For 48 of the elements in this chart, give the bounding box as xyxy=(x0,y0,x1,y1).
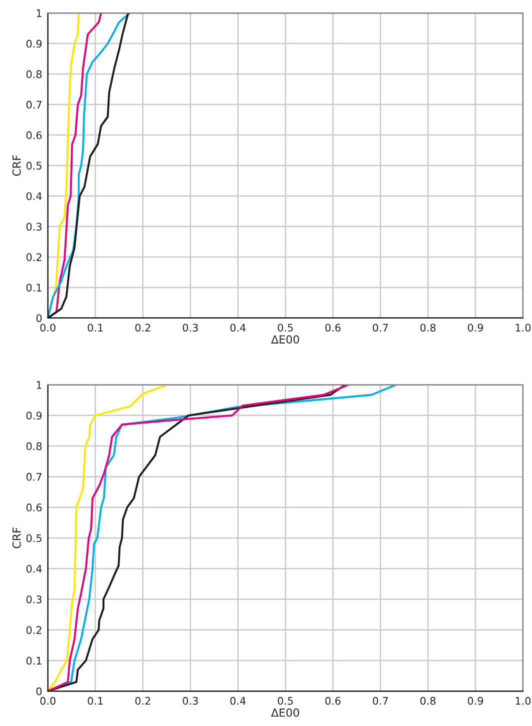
y-tick-label: 0.9 xyxy=(26,412,42,420)
y-axis-title: CRF xyxy=(12,155,21,176)
x-tick-label: 0.5 xyxy=(278,324,293,332)
y-tick-label: 0.2 xyxy=(26,626,42,634)
y-tick-label: 1 xyxy=(36,9,42,18)
x-tick-label: 0.6 xyxy=(325,696,341,705)
y-tick-label: 0.1 xyxy=(26,656,42,665)
y-tick-label: 0.4 xyxy=(26,192,42,200)
x-axis-title: ΔE00 xyxy=(271,335,300,344)
y-tick-label: 0.8 xyxy=(26,70,42,78)
x-tick-label: 0.9 xyxy=(468,324,483,332)
x-tick-label: 0.3 xyxy=(182,696,198,705)
y-tick-label: 0.6 xyxy=(26,504,42,512)
y-tick-label: 0.8 xyxy=(26,442,42,450)
y-tick-label: 0 xyxy=(36,314,42,322)
x-tick-label: 0.1 xyxy=(88,696,103,705)
y-tick-label: 0.7 xyxy=(26,472,42,481)
y-tick-label: 0.2 xyxy=(26,253,42,262)
y-tick-label: 0.9 xyxy=(26,40,42,48)
y-tick-label: 0.4 xyxy=(26,564,42,573)
x-tick-label: 0.0 xyxy=(40,696,56,705)
x-tick-label: 0.2 xyxy=(135,324,150,332)
x-tick-label: 0.7 xyxy=(372,696,388,705)
y-tick-label: 1 xyxy=(36,381,42,389)
y-tick-label: 0.6 xyxy=(26,131,42,140)
y-tick-label: 0.5 xyxy=(26,162,42,170)
y-axis-title: CRF xyxy=(12,528,21,548)
x-tick-label: 0.6 xyxy=(325,324,341,332)
x-tick-label: 0.9 xyxy=(468,696,483,705)
x-tick-label: 0.4 xyxy=(230,324,246,332)
y-tick-label: 0.7 xyxy=(26,100,42,109)
x-tick-label: 0.3 xyxy=(182,324,198,332)
x-tick-label: 0.8 xyxy=(420,696,436,705)
y-tick-label: 0.5 xyxy=(26,534,42,542)
x-tick-label: 0.4 xyxy=(230,696,246,705)
x-tick-label: 0.2 xyxy=(135,696,150,705)
y-tick-label: 0 xyxy=(36,687,42,696)
x-tick-label: 0.0 xyxy=(40,324,56,332)
x-tick-label: 0.5 xyxy=(278,696,293,705)
y-tick-label: 0.3 xyxy=(26,595,42,604)
x-tick-label: 1.0 xyxy=(516,696,531,705)
y-tick-label: 0.3 xyxy=(26,222,42,231)
x-tick-label: 1.0 xyxy=(516,324,531,332)
x-tick-label: 0.1 xyxy=(88,324,103,332)
x-axis-title: ΔE00 xyxy=(271,708,300,717)
y-tick-label: 0.1 xyxy=(26,284,42,292)
x-tick-label: 0.8 xyxy=(420,324,436,332)
x-tick-label: 0.7 xyxy=(372,324,388,332)
